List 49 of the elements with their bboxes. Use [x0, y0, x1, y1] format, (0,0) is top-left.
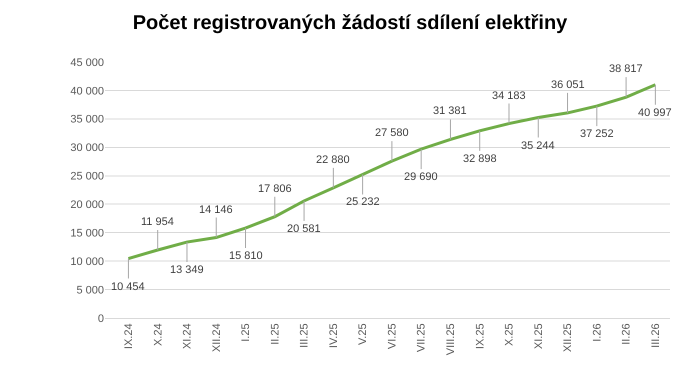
y-tick-label: 25 000	[70, 170, 104, 183]
data-label: 13 349	[170, 264, 204, 276]
data-label: 27 580	[375, 127, 409, 139]
y-tick-label: 45 000	[70, 56, 104, 69]
data-label: 10 454	[111, 281, 145, 293]
y-tick-label: 20 000	[70, 199, 104, 212]
x-tick-label: I.26	[591, 323, 604, 342]
x-tick-label: VIII.25	[445, 323, 458, 356]
x-tick-label: IV.25	[328, 323, 340, 348]
data-label: 20 581	[287, 223, 321, 235]
y-tick-label: 0	[98, 312, 104, 325]
chart-title: Počet registrovaných žádostí sdílení elektřiny	[132, 12, 568, 34]
data-label: 15 810	[229, 250, 263, 262]
data-label: 11 954	[141, 216, 174, 228]
x-tick-label: V.25	[357, 323, 370, 346]
data-label: 31 381	[433, 105, 467, 117]
data-label: 40 997	[638, 107, 672, 119]
data-label: 36 051	[551, 79, 585, 91]
x-tick-label: IX.24	[122, 323, 135, 350]
data-label: 14 146	[199, 204, 233, 216]
data-label: 34 183	[492, 90, 526, 102]
x-tick-label: X.24	[152, 323, 164, 346]
data-label: 37 252	[580, 128, 614, 140]
x-tick-label: VI.25	[386, 323, 398, 350]
x-tick-label: XII.25	[562, 323, 574, 352]
x-tick-label: II.26	[620, 323, 633, 345]
x-tick-label: IX.25	[474, 323, 486, 350]
x-tick-label: X.25	[504, 323, 516, 346]
x-tick-label: XII.24	[210, 323, 223, 352]
data-label: 22 880	[316, 154, 350, 166]
y-tick-label: 40 000	[70, 85, 104, 98]
x-tick-label: XI.25	[532, 323, 545, 350]
y-tick-label: 10 000	[70, 256, 104, 268]
data-label: 32 898	[463, 153, 497, 165]
x-tick-label: XI.24	[182, 323, 194, 350]
x-tick-label: VII.25	[416, 323, 428, 352]
data-label: 35 244	[521, 140, 555, 152]
x-tick-label: I.25	[240, 323, 252, 342]
data-label: 38 817	[609, 63, 643, 75]
y-tick-label: 30 000	[70, 142, 104, 154]
data-label: 25 232	[346, 196, 380, 208]
y-tick-label: 5 000	[76, 284, 104, 296]
x-tick-label: III.25	[298, 323, 311, 348]
data-label: 29 690	[404, 171, 438, 183]
y-tick-label: 15 000	[70, 228, 104, 240]
x-tick-label: III.26	[650, 323, 662, 348]
x-tick-label: II.25	[269, 323, 282, 345]
y-tick-label: 35 000	[70, 114, 104, 126]
data-label: 17 806	[258, 183, 292, 195]
